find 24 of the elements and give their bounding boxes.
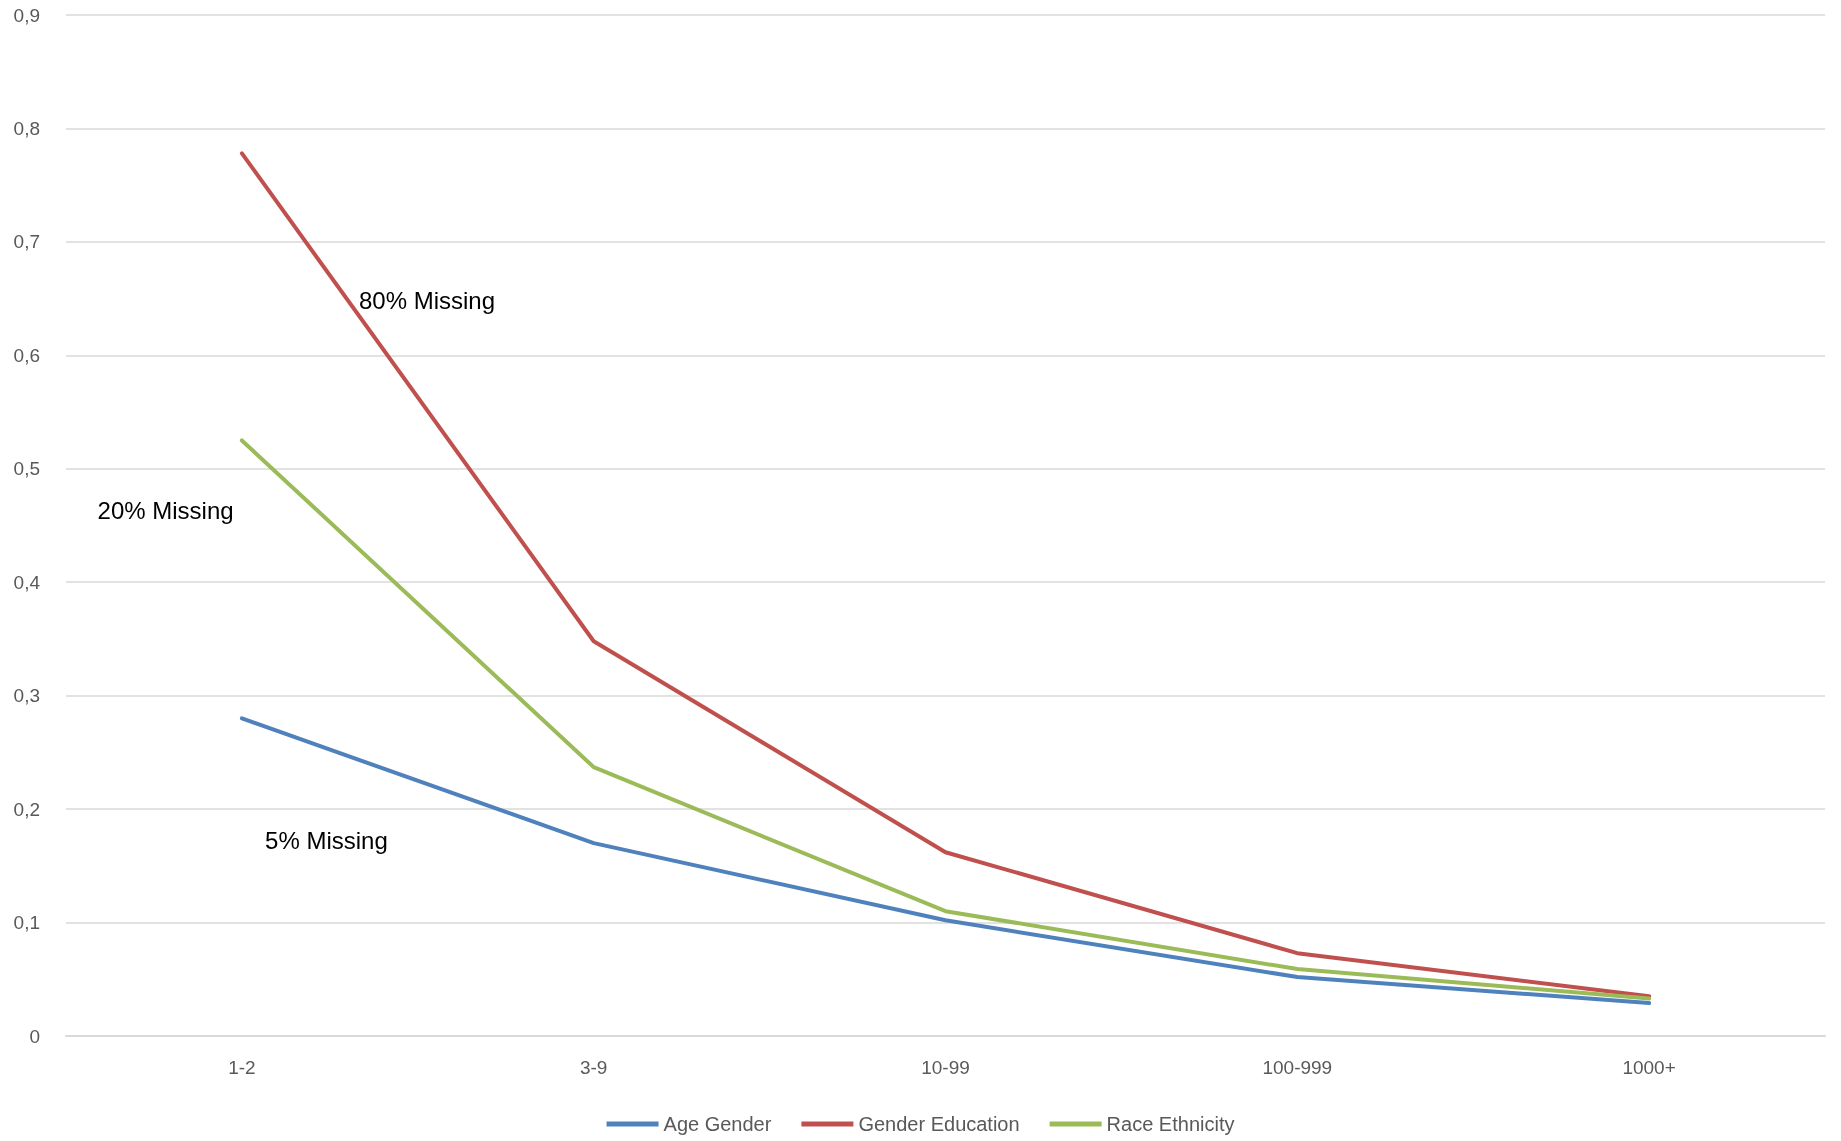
x-tick-label: 1000+ — [1622, 1057, 1676, 1078]
legend-label: Gender Education — [858, 1113, 1020, 1135]
y-tick-label: 0,1 — [13, 912, 40, 934]
annotation: 80% Missing — [358, 286, 496, 314]
x-tick-label: 10-99 — [921, 1057, 970, 1078]
x-tick-label: 1-2 — [228, 1057, 256, 1078]
annotation: 20% Missing — [97, 496, 234, 524]
y-tick-label: 0,9 — [13, 4, 40, 26]
legend-label: Race Ethnicity — [1106, 1113, 1235, 1135]
y-tick-label: 0,3 — [13, 685, 40, 707]
y-tick-label: 0,4 — [13, 571, 41, 593]
x-tick-label: 100-999 — [1262, 1057, 1333, 1078]
y-tick-label: 0,2 — [13, 798, 40, 820]
y-tick-label: 0 — [29, 1025, 40, 1047]
legend-label: Age Gender — [663, 1113, 772, 1135]
line-series — [239, 716, 1652, 1006]
y-tick-label: 0,6 — [13, 344, 40, 366]
x-tick-label: 3-9 — [579, 1057, 608, 1078]
y-tick-label: 0,7 — [13, 231, 40, 253]
y-tick-label: 0,5 — [13, 458, 40, 480]
annotation: 5% Missing — [265, 826, 388, 854]
line-series — [239, 438, 1652, 1001]
y-tick-label: 0,8 — [13, 117, 40, 139]
line-series — [239, 151, 1652, 999]
